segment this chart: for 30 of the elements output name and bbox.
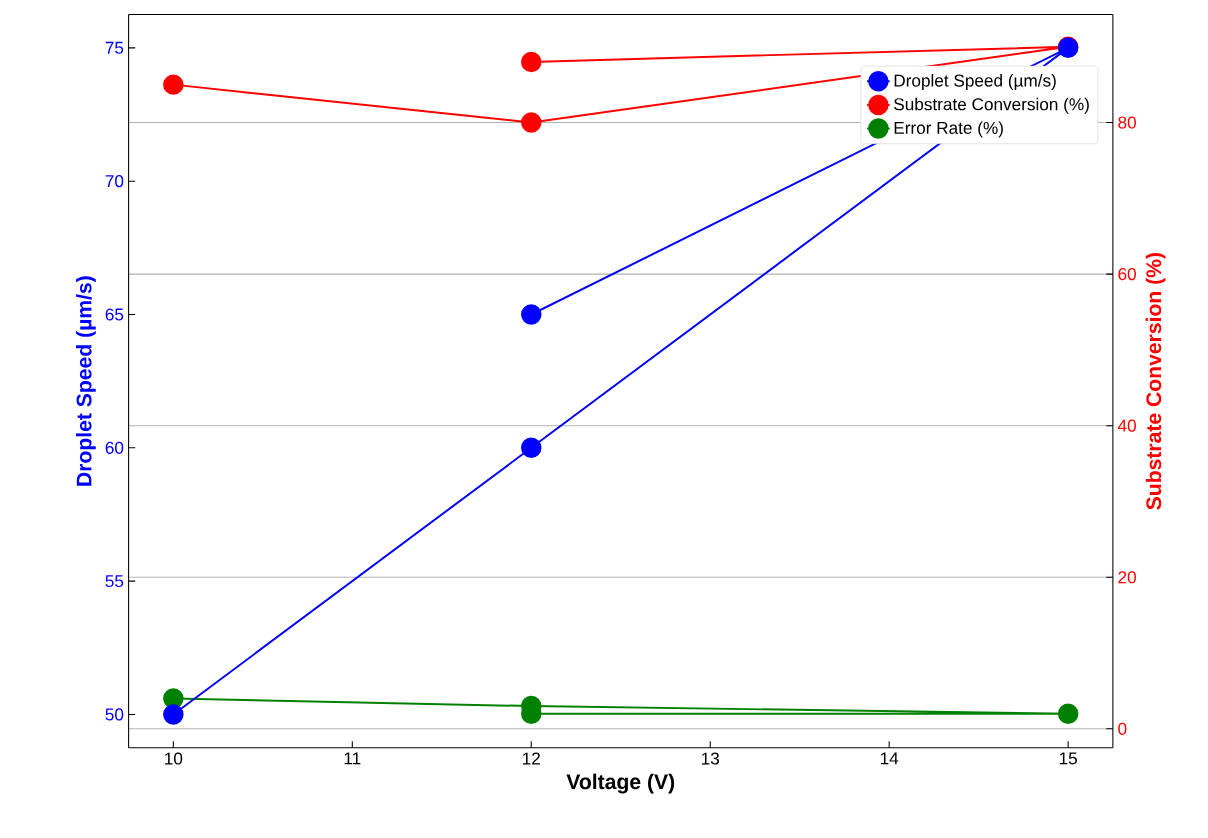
- point: [1057, 703, 1079, 724]
- legend-label: Error Rate (%): [894, 121, 1003, 138]
- point: [163, 704, 184, 725]
- y2-tick-label: 40: [1117, 419, 1136, 432]
- x-tick-label: 15: [1059, 752, 1077, 765]
- legend-label: Substrate Conversion (%): [894, 97, 1089, 114]
- y2-axis-title: Substrate Conversion (%): [1145, 252, 1166, 510]
- y2-tick-label: 20: [1118, 571, 1136, 584]
- point: [163, 74, 184, 95]
- x-tick-label: 12: [523, 752, 540, 765]
- y-tick-label: 65: [105, 308, 124, 321]
- y-tick-label: 55: [105, 575, 124, 587]
- x-tick-label: 10: [165, 752, 183, 765]
- point: [521, 112, 542, 133]
- point: [521, 304, 542, 325]
- y2-tick-label: 0: [1118, 722, 1127, 735]
- x-tick-label: 14: [880, 752, 899, 765]
- y2-tick-label: 80: [1118, 116, 1136, 129]
- y-tick-label: 75: [105, 41, 124, 54]
- x-tick-label: 11: [344, 752, 361, 765]
- y-axis-title: Droplet Speed (µm/s): [76, 276, 96, 486]
- y-tick-label: 70: [105, 174, 124, 188]
- y-tick-label: 60: [105, 441, 124, 454]
- x-tick-label: 13: [701, 752, 720, 765]
- x-axis-title: Voltage (V): [566, 773, 675, 794]
- y2-tick-label: 60: [1118, 267, 1136, 281]
- point: [521, 51, 542, 72]
- point: [521, 437, 542, 458]
- y-tick-label: 50: [105, 708, 124, 721]
- legend-label: Droplet Speed (µm/s): [894, 73, 1056, 90]
